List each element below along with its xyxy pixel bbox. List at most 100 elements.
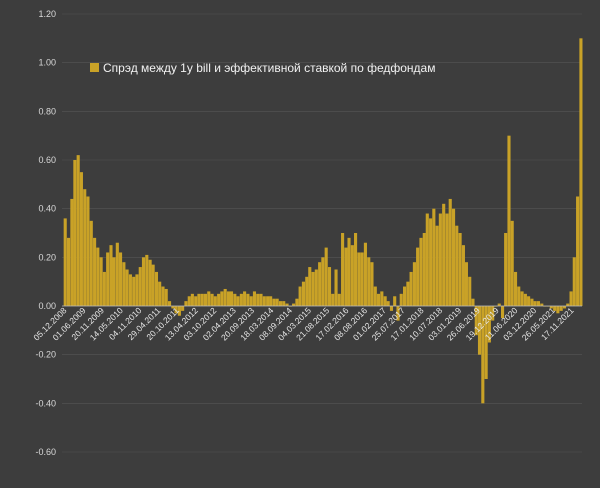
bar bbox=[406, 281, 410, 306]
bar bbox=[229, 291, 234, 306]
bar bbox=[190, 293, 194, 306]
y-tick-label: 0.00 bbox=[38, 301, 56, 311]
bar bbox=[523, 293, 527, 306]
bar bbox=[233, 293, 237, 306]
bar bbox=[549, 306, 553, 309]
bar bbox=[266, 296, 270, 306]
bar bbox=[363, 242, 367, 306]
bar bbox=[292, 303, 296, 306]
bar bbox=[422, 233, 426, 306]
bar bbox=[504, 233, 508, 306]
bar bbox=[540, 303, 544, 306]
bar bbox=[197, 293, 201, 306]
bar bbox=[102, 271, 106, 306]
bar bbox=[520, 291, 524, 306]
legend-label: Спрэд между 1y bill и эффективной ставко… bbox=[103, 61, 435, 75]
bar bbox=[448, 198, 452, 306]
bar bbox=[468, 276, 472, 306]
bar bbox=[445, 213, 449, 306]
bar bbox=[530, 298, 534, 306]
bar bbox=[370, 262, 374, 306]
y-tick-label: -0.40 bbox=[35, 398, 56, 408]
bar bbox=[138, 267, 142, 306]
bar bbox=[324, 247, 328, 306]
bar bbox=[96, 247, 100, 306]
bar bbox=[533, 301, 537, 306]
bar bbox=[461, 245, 465, 306]
bar bbox=[500, 306, 505, 319]
bar bbox=[158, 281, 162, 306]
bar bbox=[217, 293, 221, 306]
bar bbox=[380, 291, 384, 306]
bar bbox=[311, 271, 315, 306]
bar bbox=[474, 306, 478, 336]
bar bbox=[510, 220, 514, 306]
bar bbox=[412, 262, 416, 306]
bar bbox=[360, 252, 364, 306]
bar bbox=[122, 262, 126, 306]
bar bbox=[177, 306, 181, 316]
bar bbox=[484, 306, 488, 379]
bar bbox=[262, 296, 266, 306]
y-tick-label: 0.40 bbox=[38, 204, 56, 214]
bar bbox=[73, 160, 77, 306]
bar bbox=[272, 298, 276, 306]
bar bbox=[491, 306, 495, 321]
bar bbox=[154, 271, 159, 306]
bar bbox=[425, 213, 429, 306]
bar bbox=[321, 257, 325, 306]
bar bbox=[527, 296, 531, 306]
bar bbox=[334, 269, 338, 306]
bar bbox=[86, 196, 90, 306]
bar bbox=[507, 135, 511, 306]
bar bbox=[125, 269, 129, 306]
bar bbox=[194, 296, 198, 306]
bar bbox=[318, 262, 322, 306]
bar bbox=[249, 296, 253, 306]
bar bbox=[517, 286, 521, 306]
bar bbox=[396, 306, 400, 321]
bar bbox=[151, 264, 155, 306]
bar bbox=[399, 293, 403, 306]
y-tick-label: 0.60 bbox=[38, 155, 56, 165]
bar bbox=[305, 276, 309, 306]
bar bbox=[89, 220, 93, 306]
bar bbox=[145, 254, 149, 306]
bar bbox=[226, 291, 231, 306]
bar bbox=[256, 293, 260, 306]
bar bbox=[579, 38, 583, 306]
bar bbox=[115, 242, 119, 306]
bar bbox=[452, 208, 456, 306]
bar bbox=[148, 259, 152, 306]
bar bbox=[536, 301, 541, 306]
y-tick-label: -0.60 bbox=[35, 447, 56, 457]
bar bbox=[239, 293, 243, 306]
bar bbox=[298, 286, 302, 306]
bar bbox=[383, 296, 387, 306]
bar bbox=[481, 306, 485, 404]
bar bbox=[93, 237, 97, 306]
bar bbox=[167, 301, 172, 306]
y-axis-ticks: -0.60 -0.40 -0.20 0.00 0.20 0.40 0.60 0.80 1.00 1… bbox=[35, 9, 56, 457]
bar bbox=[203, 293, 208, 306]
bar bbox=[389, 306, 394, 311]
bar bbox=[556, 306, 560, 314]
bar bbox=[187, 296, 191, 306]
bar bbox=[566, 303, 570, 306]
bar bbox=[559, 306, 563, 311]
bar bbox=[403, 286, 407, 306]
bar bbox=[373, 286, 377, 306]
y-tick-label: 0.20 bbox=[38, 252, 56, 262]
bar bbox=[210, 293, 214, 306]
bar bbox=[331, 293, 335, 306]
bar bbox=[458, 233, 462, 306]
bar bbox=[223, 288, 227, 306]
bar bbox=[181, 306, 185, 311]
bar bbox=[63, 218, 67, 306]
bar bbox=[236, 296, 240, 306]
bar bbox=[438, 213, 442, 306]
bar bbox=[220, 291, 224, 306]
bar bbox=[569, 291, 573, 306]
